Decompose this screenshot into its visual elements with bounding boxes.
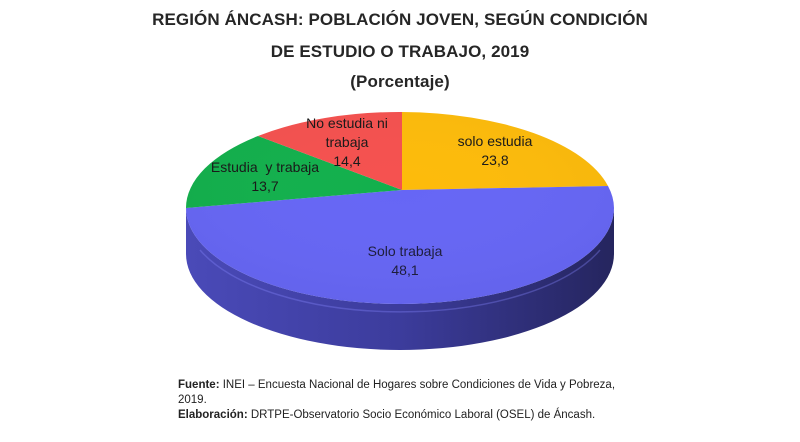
label-no-estudia-value: 14,4 [333,153,361,169]
pie-side [186,208,614,350]
elaboration-text: DRTPE-Observatorio Socio Económico Labor… [247,409,596,421]
label-solo-estudia: solo estudia 23,8 [420,132,570,170]
chart-footer: Fuente: INEI – Encuesta Nacional de Hoga… [178,378,615,423]
source-text: INEI – Encuesta Nacional de Hogares sobr… [219,379,616,391]
label-estudia-trabaja-value: 13,7 [251,178,279,194]
chart-title-line2: DE ESTUDIO O TRABAJO, 2019 [270,42,530,61]
label-estudia-trabaja: Estudia y trabaja 13,7 [200,158,330,196]
source-text-year: 2019. [178,394,207,406]
label-solo-estudia-name: solo estudia [457,133,533,149]
label-no-estudia: No estudia ni trabaja 14,4 [292,114,402,171]
label-solo-trabaja-name: Solo trabaja [367,243,443,259]
source-note: Fuente: INEI – Encuesta Nacional de Hoga… [178,378,615,393]
label-estudia-trabaja-name: Estudia y trabaja [210,159,320,175]
label-solo-trabaja: Solo trabaja 48,1 [340,242,470,280]
label-solo-estudia-value: 23,8 [481,152,509,168]
label-no-estudia-line1: No estudia ni [306,115,388,131]
elaboration-label: Elaboración: [178,409,248,421]
source-label: Fuente: [178,379,220,391]
chart-title-line1: REGIÓN ÁNCASH: POBLACIÓN JOVEN, SEGÚN CO… [152,10,648,29]
label-solo-trabaja-value: 48,1 [391,262,419,278]
label-no-estudia-line2: trabaja [325,134,369,150]
chart-subtitle: (Porcentaje) [350,72,450,91]
elaboration-note: Elaboración: DRTPE-Observatorio Socio Ec… [178,408,615,423]
